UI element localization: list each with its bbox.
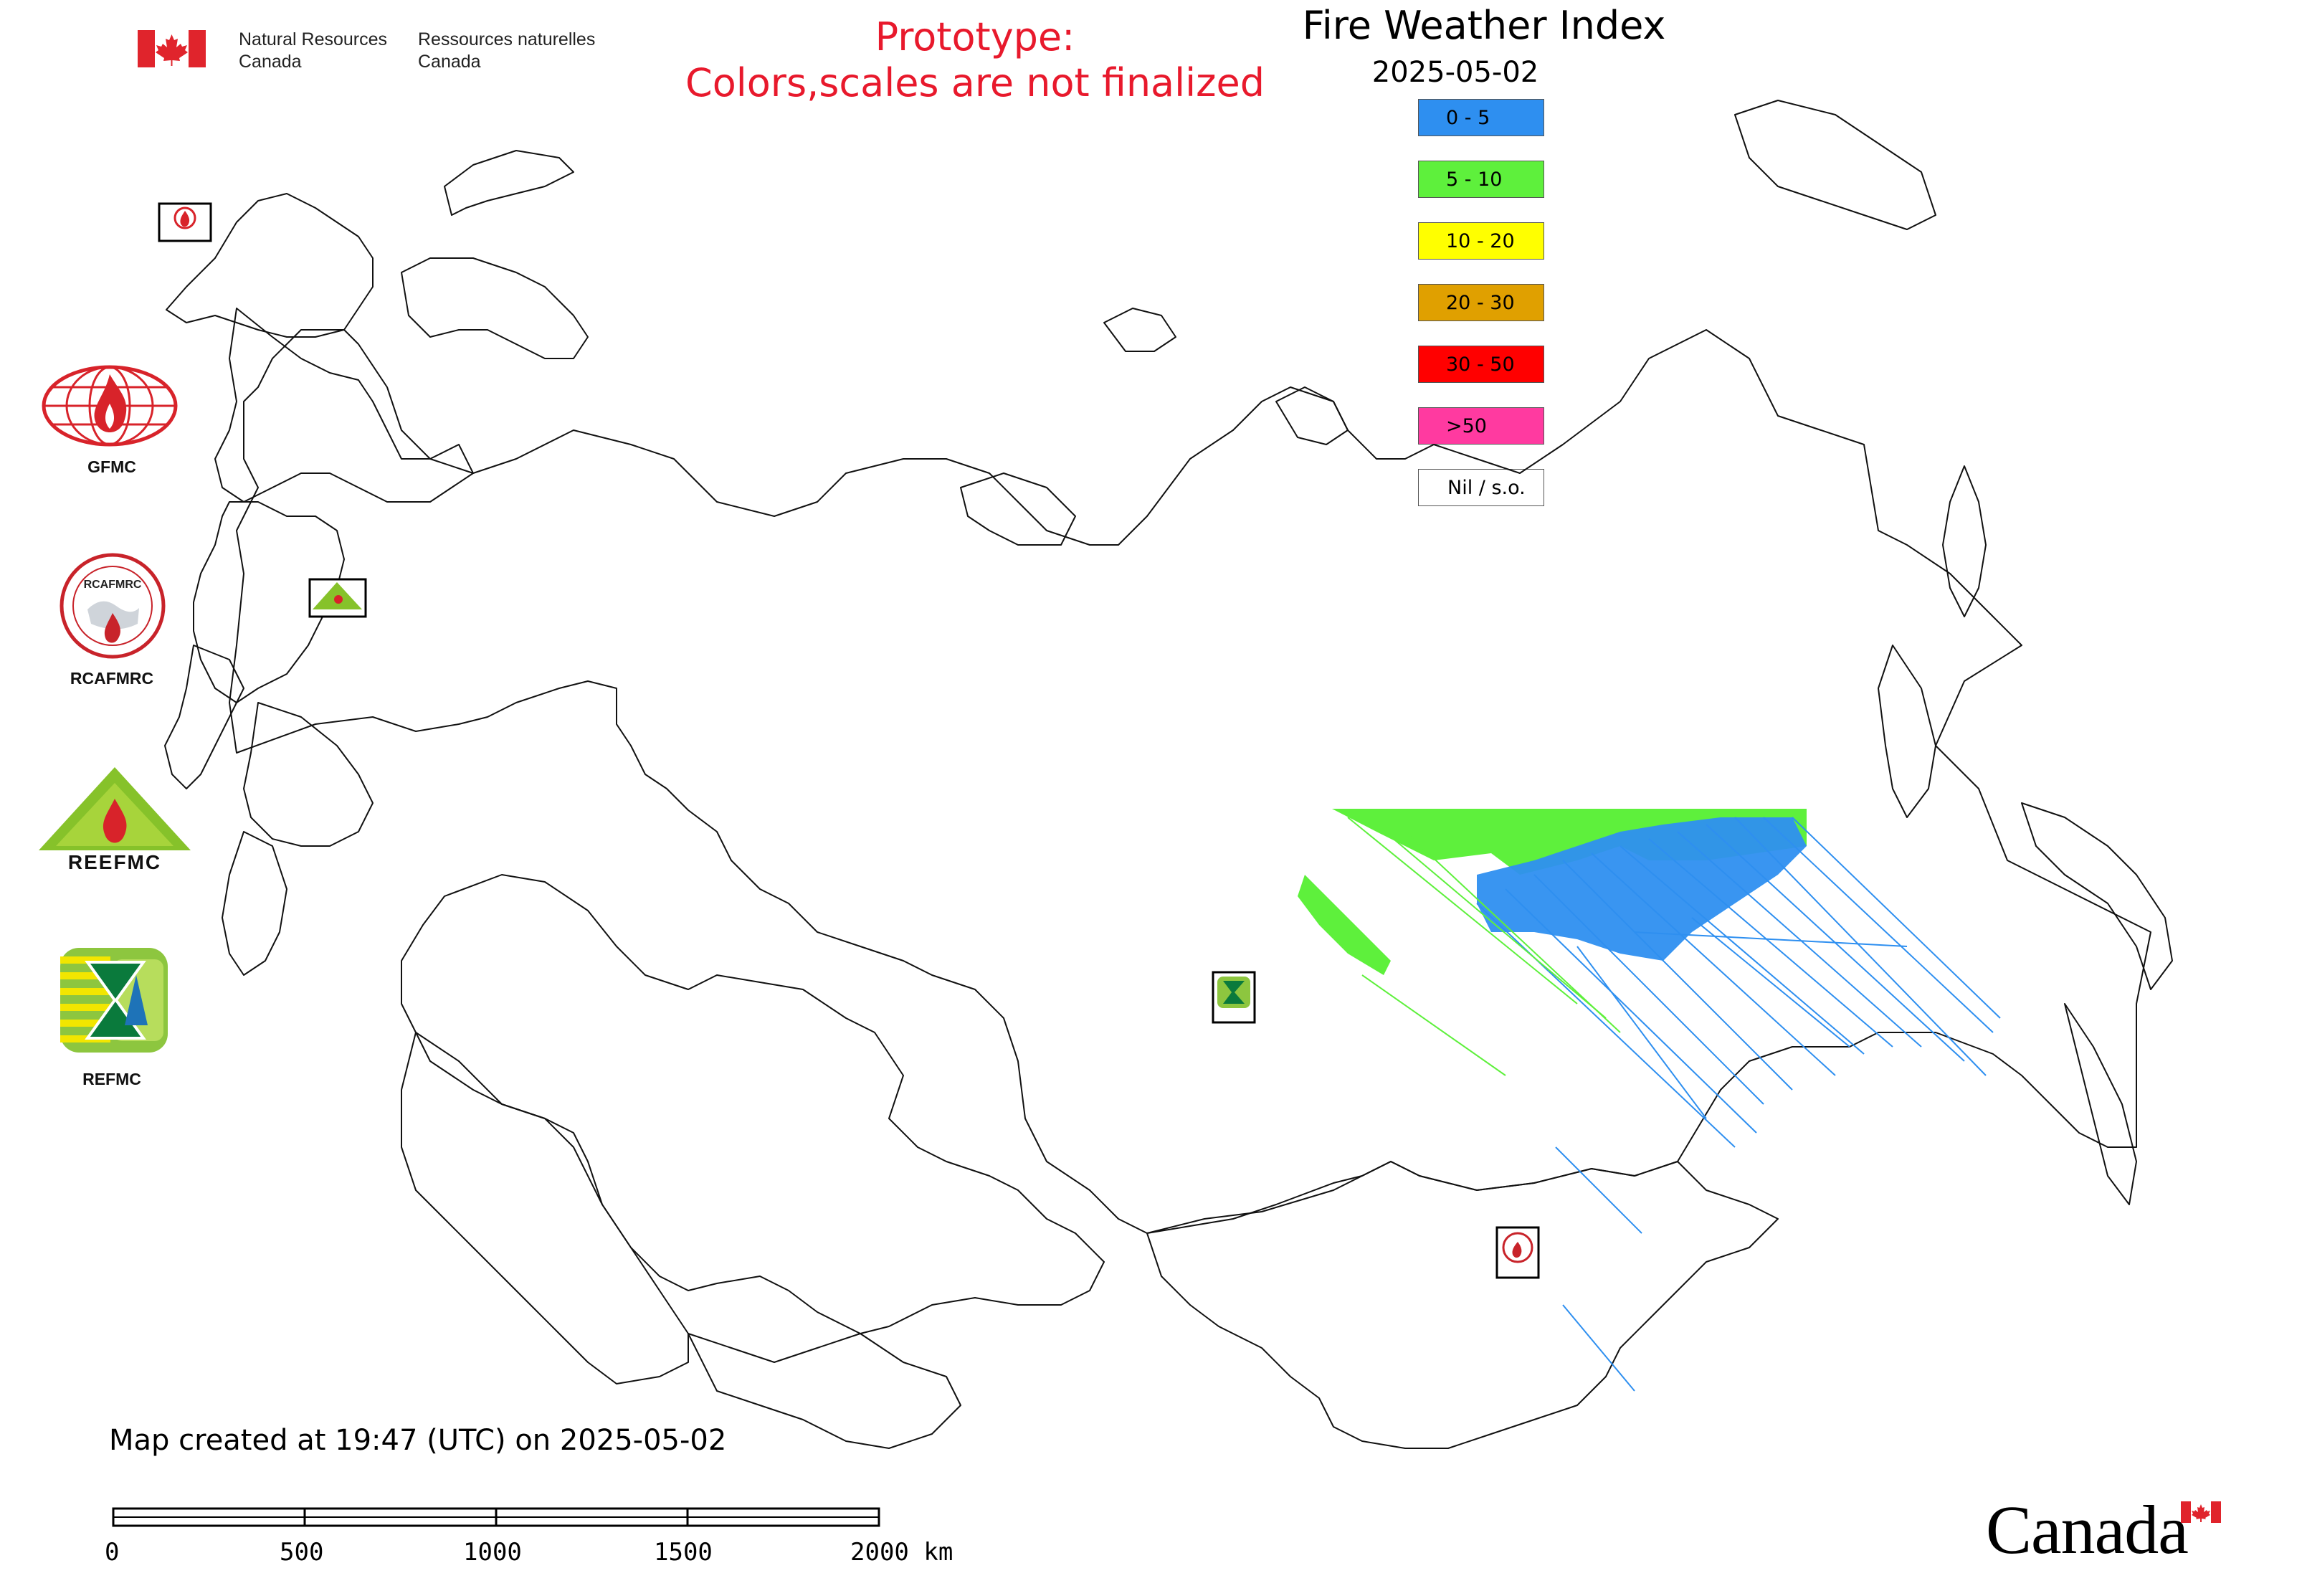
legend-item: 0 - 5 bbox=[1418, 99, 1544, 136]
map-marker-refmc bbox=[1212, 971, 1256, 1024]
map-country-boundary-mongolia bbox=[1146, 1161, 1779, 1449]
canada-flag-icon bbox=[138, 30, 206, 67]
map-created-timestamp: Map created at 19:47 (UTC) on 2025-05-02 bbox=[109, 1424, 727, 1457]
map-marker-rcafmrc bbox=[1495, 1226, 1540, 1279]
map-region-boundary bbox=[688, 1333, 961, 1449]
legend-label: 0 - 5 bbox=[1446, 107, 1490, 129]
notice-line2: Colors,scales are not finalized bbox=[685, 60, 1265, 105]
fwi-area-5-10 bbox=[1298, 875, 1391, 975]
org-en-line1: Natural Resources bbox=[239, 29, 388, 49]
wordmark-text: Canada bbox=[1986, 1491, 2189, 1568]
map-marker-reefmc bbox=[308, 578, 367, 618]
scale-label: 2000 km bbox=[850, 1538, 953, 1567]
legend-label: >50 bbox=[1446, 415, 1487, 437]
map-country-boundary-kazakhstan bbox=[401, 874, 1105, 1334]
map-region-boundary bbox=[243, 702, 374, 847]
map-region-boundary bbox=[444, 150, 574, 216]
org-name-fr: Ressources naturelles Canada bbox=[418, 29, 595, 73]
map-title: Fire Weather Index bbox=[1302, 3, 1666, 48]
logo-label-gfmc: GFMC bbox=[87, 457, 136, 476]
map-region-boundary bbox=[166, 193, 374, 338]
legend-label: 5 - 10 bbox=[1446, 168, 1503, 191]
map-region-boundary bbox=[193, 501, 345, 703]
logo-label-refmc: REFMC bbox=[82, 1070, 141, 1088]
rcafmrc-logo-icon: RCAFMRC bbox=[60, 553, 166, 659]
map-region-boundary bbox=[164, 645, 244, 789]
map-marker-gfmc bbox=[158, 202, 212, 242]
svg-text:RCAFMRC: RCAFMRC bbox=[84, 579, 142, 591]
map-region-boundary bbox=[401, 1032, 689, 1384]
map-region-boundary bbox=[1942, 465, 1987, 617]
refmc-logo-icon bbox=[60, 948, 168, 1053]
map-country-boundary-russia bbox=[229, 329, 2151, 1234]
scale-label: 500 bbox=[280, 1538, 324, 1567]
fwi-raster bbox=[1298, 809, 1807, 975]
org-fr-line1: Ressources naturelles bbox=[418, 29, 596, 49]
reefmc-logo-icon: REEFMC bbox=[39, 767, 191, 873]
map-region-boundary bbox=[2064, 1003, 2137, 1205]
legend-label: Nil / s.o. bbox=[1447, 477, 1526, 499]
notice-line1: Prototype: bbox=[875, 14, 1075, 60]
map-region-boundary bbox=[1734, 100, 1936, 230]
map-region-boundary bbox=[1878, 645, 1936, 818]
fwi-area-0-5 bbox=[1477, 817, 1807, 961]
legend-item: 5 - 10 bbox=[1418, 161, 1544, 198]
legend-item: >50 bbox=[1418, 407, 1544, 445]
gfmc-logo-icon bbox=[42, 365, 178, 447]
map-region-boundary bbox=[960, 472, 1076, 546]
org-fr-line2: Canada bbox=[418, 52, 481, 72]
fwi-streaks bbox=[1476, 817, 2001, 1392]
map-region-boundary bbox=[214, 308, 474, 503]
legend-item: 10 - 20 bbox=[1418, 222, 1544, 260]
canada-wordmark-flag-icon bbox=[2181, 1501, 2221, 1523]
org-name-en: Natural Resources Canada bbox=[239, 29, 387, 73]
map-region-boundary bbox=[1275, 386, 1349, 445]
scale-label: 1000 bbox=[463, 1538, 522, 1567]
reefmc-logo-text: REEFMC bbox=[68, 851, 161, 873]
legend-item: 30 - 50 bbox=[1418, 346, 1544, 383]
map-region-boundary bbox=[1103, 308, 1176, 352]
logo-label-rcafmrc: RCAFMRC bbox=[70, 669, 154, 688]
fwi-streaks bbox=[1347, 817, 1621, 1076]
scale-label: 0 bbox=[105, 1538, 120, 1567]
canada-wordmark: Canada bbox=[1986, 1490, 2189, 1569]
legend-label: 10 - 20 bbox=[1446, 230, 1515, 252]
scale-bar bbox=[112, 1507, 880, 1527]
legend-label: 30 - 50 bbox=[1446, 353, 1515, 376]
org-en-line2: Canada bbox=[239, 52, 302, 72]
map-date: 2025-05-02 bbox=[1371, 56, 1539, 89]
map-region-boundary bbox=[222, 831, 287, 976]
map-region-boundary bbox=[401, 257, 589, 359]
prototype-notice: Prototype: Colors,scales are not finaliz… bbox=[631, 14, 1319, 106]
legend-item: Nil / s.o. bbox=[1418, 469, 1544, 506]
legend-item: 20 - 30 bbox=[1418, 284, 1544, 321]
scale-label: 1500 bbox=[654, 1538, 713, 1567]
legend-label: 20 - 30 bbox=[1446, 292, 1515, 314]
map-region-boundary bbox=[2021, 802, 2173, 990]
